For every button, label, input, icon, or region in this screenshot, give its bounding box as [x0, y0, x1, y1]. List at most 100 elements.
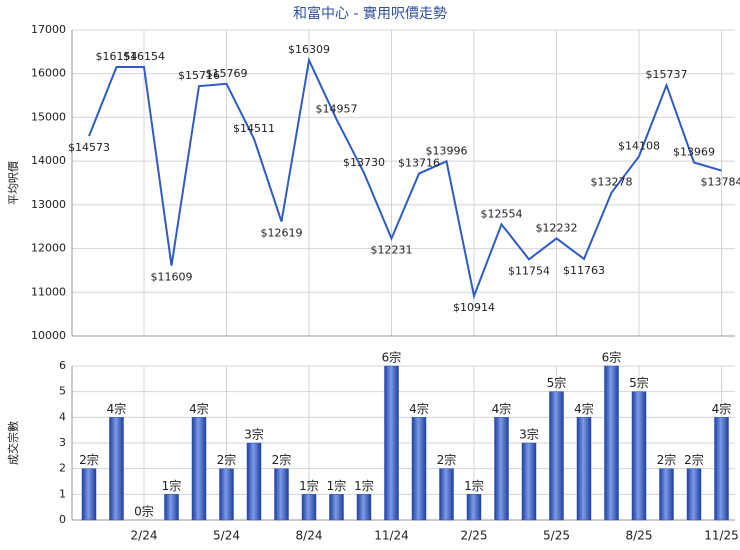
data-label: 6宗 [602, 350, 622, 365]
x-tick-label: 2/25 [461, 529, 488, 543]
y-tick-label: 0 [59, 513, 66, 526]
bar [356, 494, 372, 521]
bar [686, 468, 702, 521]
bar [494, 417, 509, 521]
y-tick-label: 15000 [31, 110, 66, 123]
price-line [88, 56, 722, 300]
data-label: $11754 [508, 264, 550, 277]
data-label: 2宗 [437, 452, 457, 467]
bar [274, 468, 289, 521]
data-label: 1宗 [327, 478, 347, 493]
bar [246, 442, 262, 521]
y-axis-label: 成交宗數 [6, 421, 20, 465]
chart-title: 和富中心 - 實用呎價走勢 [293, 5, 447, 22]
data-label: 4宗 [712, 401, 732, 416]
data-label: $15769 [206, 67, 248, 80]
y-tick-label: 13000 [31, 198, 66, 211]
data-label: $13996 [426, 144, 468, 157]
data-label: $11763 [563, 264, 605, 277]
data-label: $15716 [178, 69, 220, 82]
data-label: $13784 [701, 176, 740, 189]
x-tick-label: 2/24 [131, 529, 158, 543]
data-label: $10914 [453, 301, 495, 314]
bar [191, 417, 207, 521]
data-label: 1宗 [354, 478, 374, 493]
data-label: 1宗 [464, 478, 484, 493]
x-tick-label: 5/25 [543, 529, 570, 543]
data-label: $16154 [123, 50, 165, 63]
data-label: 4宗 [189, 401, 209, 416]
y-tick-label: 3 [59, 436, 66, 449]
bar [219, 468, 234, 521]
data-label: 4宗 [492, 401, 512, 416]
bar [659, 468, 674, 521]
bar [576, 417, 592, 521]
bar [81, 468, 97, 521]
data-label: 4宗 [107, 401, 127, 416]
x-tick-label: 5/24 [213, 529, 240, 543]
y-tick-label: 4 [59, 410, 66, 423]
y-tick-label: 16000 [31, 67, 66, 80]
bar [329, 494, 344, 521]
y-tick-label: 14000 [31, 154, 66, 167]
data-label: 5宗 [547, 375, 567, 390]
data-label: $13730 [343, 156, 385, 169]
data-label: $14108 [618, 139, 660, 152]
y-tick-label: 10000 [31, 329, 66, 342]
bar [411, 417, 427, 521]
data-label: 6宗 [382, 350, 402, 365]
bar [109, 417, 124, 521]
y-tick-label: 1 [59, 487, 66, 500]
data-label: $16309 [288, 43, 330, 56]
data-label: 2宗 [684, 452, 704, 467]
y-tick-label: 12000 [31, 242, 66, 255]
y-tick-label: 2 [59, 462, 66, 475]
data-label: 4宗 [409, 401, 429, 416]
x-tick-label: 11/24 [374, 529, 409, 543]
data-label: 1宗 [299, 478, 319, 493]
x-tick-label: 8/24 [296, 529, 323, 543]
data-label: $13969 [673, 145, 715, 158]
data-label: $14957 [316, 102, 358, 115]
bar [301, 494, 317, 521]
y-tick-label: 11000 [31, 285, 66, 298]
bar [549, 391, 564, 521]
data-label: $16154 [96, 50, 138, 63]
bar [164, 494, 179, 521]
data-label: 4宗 [574, 401, 594, 416]
data-label: 2宗 [79, 452, 99, 467]
data-label: $13716 [398, 157, 440, 170]
y-tick-label: 6 [59, 359, 66, 372]
data-label: $14511 [233, 122, 275, 135]
bar [439, 468, 454, 521]
y-axis-label: 平均呎價 [6, 161, 20, 205]
x-tick-label: 8/25 [626, 529, 653, 543]
y-tick-label: 17000 [31, 23, 66, 36]
data-label: 2宗 [217, 452, 237, 467]
data-label: $12231 [371, 243, 413, 256]
data-label: 2宗 [272, 452, 292, 467]
data-label: 0宗 [134, 504, 154, 519]
data-label: 1宗 [162, 478, 182, 493]
data-label: $11609 [151, 271, 193, 284]
bar [714, 417, 729, 521]
data-label: $13278 [591, 176, 633, 189]
bar [521, 442, 537, 521]
y-tick-label: 5 [59, 385, 66, 398]
x-tick-label: 11/25 [704, 529, 739, 543]
data-label: 5宗 [629, 375, 649, 390]
bar [384, 365, 399, 521]
data-label: $12232 [536, 221, 578, 234]
bar [466, 494, 482, 521]
data-label: 2宗 [657, 452, 677, 467]
data-label: 3宗 [519, 427, 539, 442]
data-label: $15737 [646, 68, 688, 81]
bar [631, 391, 647, 521]
bar [604, 365, 619, 521]
data-label: $12554 [481, 207, 523, 220]
data-label: $14573 [68, 141, 110, 154]
data-label: 3宗 [244, 427, 264, 442]
data-label: $12619 [261, 227, 303, 240]
